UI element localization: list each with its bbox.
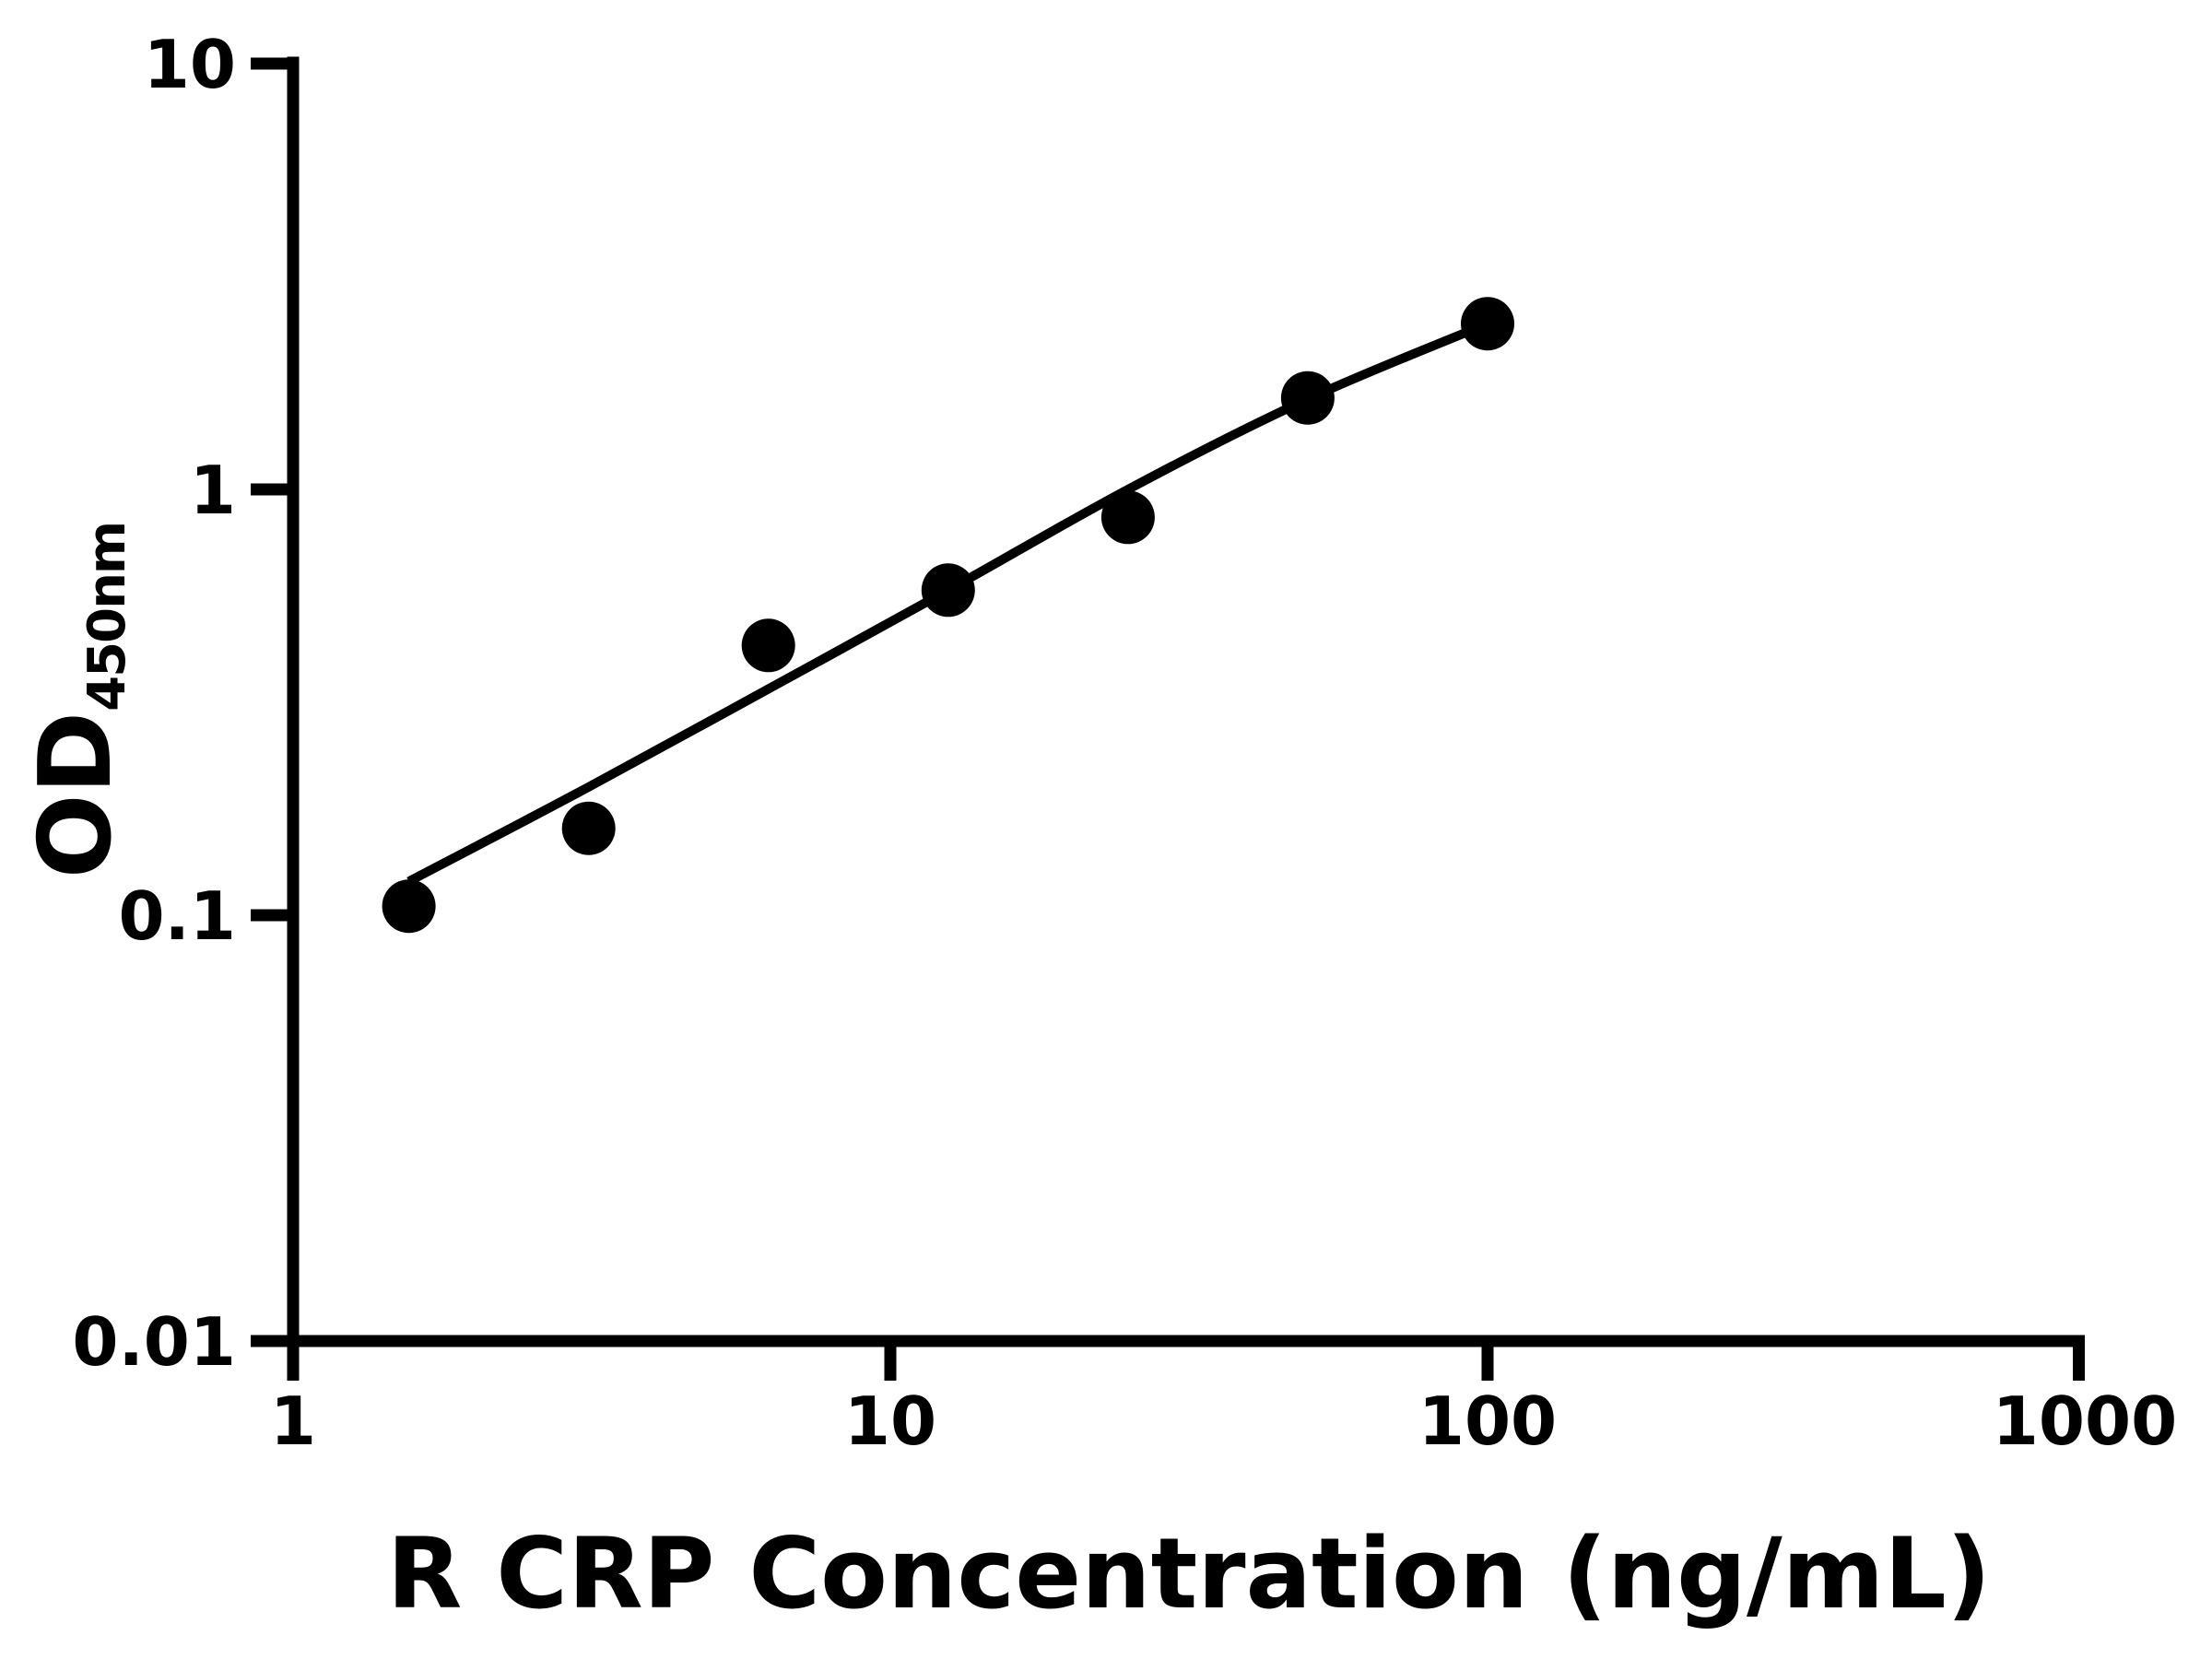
x-tick-label: 1000 [1993, 1382, 2177, 1460]
x-tick-label: 10 [844, 1382, 936, 1460]
y-tick-label: 0.01 [72, 1303, 236, 1381]
y-axis-title: OD450nm [18, 523, 137, 879]
y-axis-title-main: OD [18, 712, 134, 878]
x-axis-title: R CRP Concentration (ng/mL) [387, 1517, 1991, 1630]
data-point [382, 879, 436, 934]
x-tick-label: 1 [270, 1382, 316, 1460]
y-tick-label: 1 [190, 452, 236, 529]
data-point [1100, 490, 1155, 545]
data-point [1280, 371, 1335, 425]
y-tick-label: 0.1 [118, 877, 236, 955]
data-point [561, 801, 616, 855]
axes [251, 56, 2085, 1381]
y-tick-label: 10 [144, 26, 236, 103]
data-point [741, 618, 795, 673]
tick-labels: 10 1 0.1 0.01 1 10 100 1000 [72, 26, 2177, 1460]
y-axis-title-subscript: 450nm [77, 523, 137, 712]
data-point [921, 563, 975, 618]
x-tick-label: 100 [1418, 1382, 1557, 1460]
data-point [1461, 297, 1514, 351]
data-points-group [382, 297, 1514, 934]
